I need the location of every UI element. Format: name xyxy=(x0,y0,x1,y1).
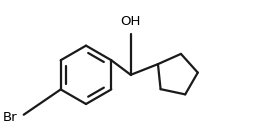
Text: Br: Br xyxy=(2,111,17,124)
Text: OH: OH xyxy=(121,15,141,28)
